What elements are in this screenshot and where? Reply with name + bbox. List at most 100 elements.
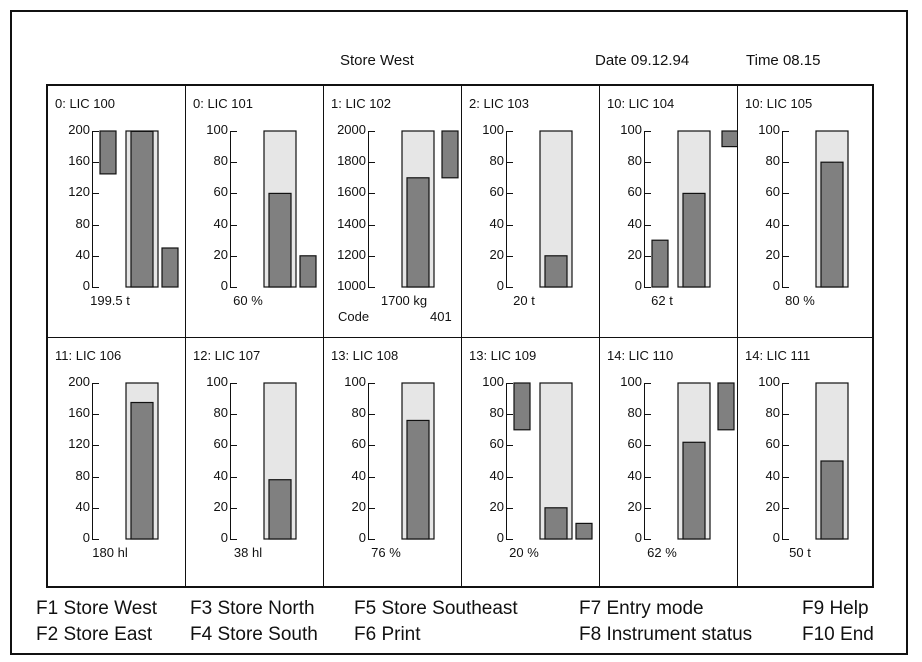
scale-tick-label: 40	[213, 215, 228, 231]
function-key[interactable]: F9 Help	[802, 598, 869, 619]
scale-tick-mark	[92, 131, 99, 132]
instrument-panel[interactable]: 13: LIC 109 100 80 60 40 20 0 20 %	[462, 338, 600, 586]
scale-tick-label: 1600	[337, 184, 366, 200]
scale-tick-label: 20	[213, 498, 228, 514]
scale-tick-label: 100	[482, 122, 504, 137]
scale-tick-mark	[230, 131, 237, 132]
instrument-panel[interactable]: 12: LIC 107 100 80 60 40 20 0 38 hl	[186, 338, 324, 586]
scale-tick-mark	[92, 414, 99, 416]
measured-value: 62 t	[651, 293, 673, 308]
function-key[interactable]: F1 Store West	[36, 598, 158, 619]
instrument-panel[interactable]: 14: LIC 110 100 80 60 40 20 0 62 %	[600, 338, 738, 586]
scale-tick-label: 80	[213, 153, 228, 169]
scale-tick-label: 0	[496, 530, 504, 545]
scale-tick-label: 40	[75, 498, 90, 514]
scale-tick-label: 100	[620, 374, 642, 389]
scale-axis	[782, 383, 783, 539]
date-display: Date 09.12.94	[595, 52, 690, 69]
scale-tick-mark	[92, 476, 99, 478]
scale-tick-label: 100	[758, 374, 780, 389]
scale-axis	[782, 131, 783, 287]
measured-value: 80 %	[785, 293, 815, 308]
scale-tick-mark	[644, 539, 651, 540]
instrument-grid: 0: LIC 100 200 160 120 80 40 0 199.5 t 0: LIC 10…	[46, 84, 874, 588]
scale-tick-mark	[92, 539, 99, 540]
high-alarm-limit	[513, 382, 531, 431]
instrument-panel[interactable]: 11: LIC 106 200 160 120 80 40 0 180 hl	[48, 338, 186, 586]
scale-tick-mark	[782, 445, 789, 447]
scale-tick-label: 0	[772, 278, 780, 293]
instrument-panel[interactable]: 0: LIC 101 100 80 60 40 20 0 60 %	[186, 86, 324, 338]
page-title: Store West	[340, 52, 414, 69]
scale-tick-label: 20	[489, 246, 504, 262]
scale-tick-mark	[368, 224, 375, 226]
scale-tick-mark	[644, 193, 651, 195]
scale-tick-mark	[92, 383, 99, 384]
scale-tick-label: 100	[206, 374, 228, 389]
scale-tick-mark	[782, 162, 789, 164]
scale-tick-mark	[92, 224, 99, 226]
scale-tick-mark	[368, 414, 375, 416]
scale-tick-label: 200	[68, 122, 90, 137]
scale-tick-label: 40	[765, 215, 780, 231]
instrument-panel[interactable]: 2: LIC 103 100 80 60 40 20 0 20 t	[462, 86, 600, 338]
scale-tick-label: 80	[351, 405, 366, 421]
high-alarm-limit	[99, 130, 117, 175]
instrument-tag: 13: LIC 108	[331, 348, 399, 363]
scale-tick-mark	[644, 162, 651, 164]
level-gauge	[125, 382, 159, 540]
high-alarm-limit	[441, 130, 459, 179]
scale-tick-label: 0	[358, 530, 366, 545]
scale-tick-label: 40	[213, 467, 228, 483]
scale-tick-label: 160	[68, 405, 90, 421]
function-key[interactable]: F7 Entry mode	[579, 598, 704, 619]
level-bar	[544, 255, 568, 288]
scale-tick-mark	[644, 414, 651, 416]
instrument-tag: 14: LIC 111	[745, 348, 811, 363]
function-key[interactable]: F10 End	[802, 624, 874, 645]
scale-tick-label: 80	[75, 215, 90, 231]
scale-tick-label: 40	[489, 215, 504, 231]
scale-tick-label: 60	[351, 436, 366, 452]
scale-tick-label: 0	[634, 278, 642, 293]
scale-tick-mark	[230, 383, 237, 384]
function-key[interactable]: F6 Print	[354, 624, 421, 645]
scale-tick-label: 40	[75, 246, 90, 262]
function-key[interactable]: F2 Store East	[36, 624, 153, 645]
scale-tick-mark	[92, 507, 99, 509]
instrument-panel[interactable]: 14: LIC 111 100 80 60 40 20 0 50 t	[738, 338, 872, 586]
scale-tick-mark	[92, 162, 99, 164]
scale-tick-label: 100	[206, 122, 228, 137]
instrument-tag: 0: LIC 101	[193, 96, 253, 111]
scale-tick-mark	[644, 445, 651, 447]
scale-tick-label: 0	[634, 530, 642, 545]
function-key[interactable]: F4 Store South	[190, 624, 318, 645]
function-key[interactable]: F8 Instrument status	[579, 624, 753, 645]
instrument-panel[interactable]: 13: LIC 108 100 80 60 40 20 0 76 %	[324, 338, 462, 586]
scale-tick-mark	[644, 131, 651, 132]
measured-value: 1700 kg	[380, 293, 428, 308]
scale-tick-mark	[506, 539, 513, 540]
scale-tick-mark	[506, 131, 513, 132]
scale-axis	[230, 131, 231, 287]
scale-tick-mark	[644, 507, 651, 509]
scale-tick-label: 80	[489, 153, 504, 169]
code-label: Code	[338, 309, 370, 324]
low-alarm-limit	[299, 255, 317, 288]
instrument-panel[interactable]: 10: LIC 105 100 80 60 40 20 0 80 %	[738, 86, 872, 338]
level-bar	[682, 192, 706, 288]
scale-tick-label: 20	[765, 246, 780, 262]
instrument-panel[interactable]: 10: LIC 104 100 80 60 40 20 0 62 t	[600, 86, 738, 338]
function-key[interactable]: F3 Store North	[190, 598, 315, 619]
scale-tick-label: 0	[82, 278, 90, 293]
function-key[interactable]: F5 Store Southeast	[354, 598, 518, 619]
scale-tick-label: 80	[213, 405, 228, 421]
scale-tick-label: 60	[765, 184, 780, 200]
instrument-panel[interactable]: 1: LIC 102 2000 1800 1600 1400 1200 1000 1700 k…	[324, 86, 462, 338]
instrument-panel[interactable]: 0: LIC 100 200 160 120 80 40 0 199.5 t	[48, 86, 186, 338]
scale-tick-mark	[230, 193, 237, 195]
scale-tick-mark	[506, 445, 513, 447]
level-gauge	[815, 382, 849, 540]
scale-axis	[92, 131, 93, 287]
measured-value: 180 hl	[92, 545, 128, 560]
